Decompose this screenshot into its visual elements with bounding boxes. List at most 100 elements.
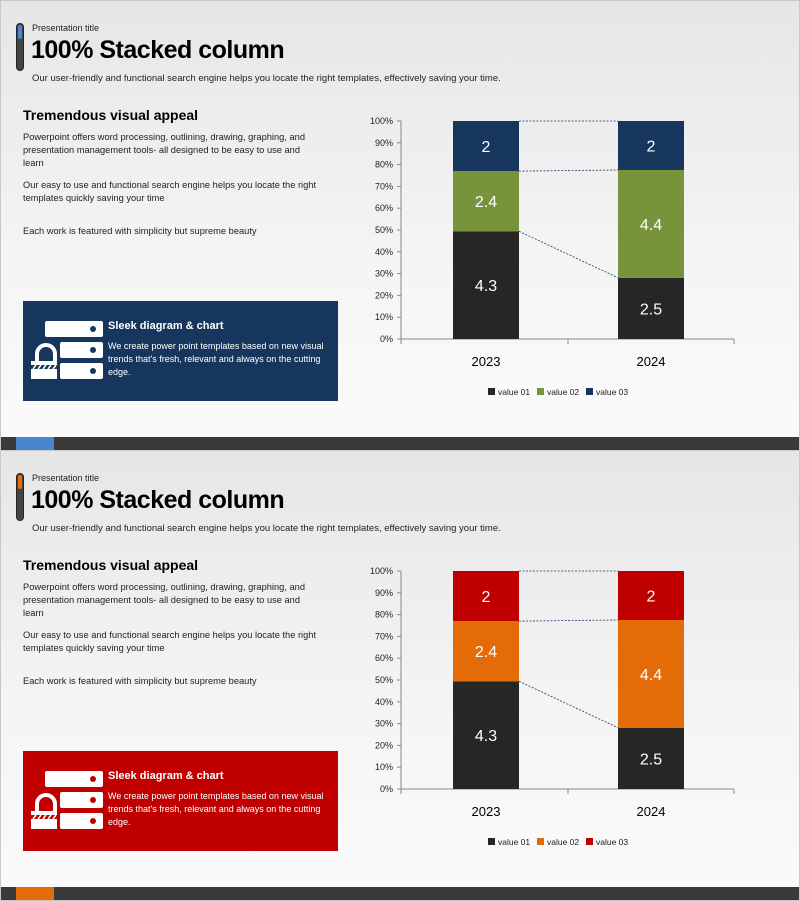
bar-segment — [618, 619, 684, 728]
legend-swatch — [537, 388, 544, 395]
data-label: 2 — [482, 589, 491, 606]
category-label: 2024 — [637, 354, 666, 369]
y-tick-label: 90% — [375, 138, 393, 148]
y-tick-label: 10% — [375, 762, 393, 772]
legend-swatch — [586, 838, 593, 845]
legend-swatch — [586, 388, 593, 395]
y-tick-label: 30% — [375, 269, 393, 279]
callout-box: Sleek diagram & chart We create power poi… — [23, 301, 338, 401]
footer-accent — [16, 437, 54, 450]
bar-segment — [618, 121, 684, 170]
y-tick-label: 10% — [375, 312, 393, 322]
presentation-title: Presentation title — [32, 473, 100, 483]
title-marker-accent — [18, 25, 22, 39]
y-tick-label: 70% — [375, 631, 393, 641]
footer-bar — [1, 437, 799, 450]
stacked-column-chart: 0% 10% 20% 30% 40% 50% 60% 70% 80% 90% 100% 4.3 2.4 2… — [370, 116, 735, 397]
paragraph: Each work is featured with simplicity bu… — [23, 226, 257, 236]
y-tick-label: 100% — [370, 566, 393, 576]
legend-label: value 01 — [498, 387, 530, 397]
paragraph: Powerpoint offers word processing, outli… — [23, 132, 306, 168]
presentation-title: Presentation title — [32, 23, 100, 33]
title-marker — [16, 23, 24, 71]
server-lock-icon — [31, 771, 103, 829]
data-label: 2 — [647, 588, 656, 605]
section-heading: Tremendous visual appeal — [23, 557, 199, 573]
data-label: 2 — [482, 139, 491, 156]
paragraph: Our easy to use and functional search en… — [23, 180, 317, 203]
bar-segment — [453, 171, 519, 232]
y-tick-label: 50% — [375, 675, 393, 685]
data-label: 2.5 — [640, 751, 662, 768]
paragraph: Our easy to use and functional search en… — [23, 630, 317, 653]
footer-accent — [16, 887, 54, 900]
y-tick-label: 70% — [375, 181, 393, 191]
callout-title: Sleek diagram & chart — [108, 770, 224, 782]
legend-label: value 03 — [596, 837, 628, 847]
bar-segment — [453, 681, 519, 789]
bar-segment — [453, 121, 519, 172]
category-label: 2024 — [637, 804, 666, 819]
bar-segment — [453, 571, 519, 622]
bar-segment — [453, 621, 519, 682]
data-label: 2.5 — [640, 301, 662, 318]
legend-swatch — [488, 388, 495, 395]
slide: Presentation title 100% Stacked column Our… — [0, 450, 800, 901]
y-tick-label: 100% — [370, 116, 393, 126]
y-tick-label: 80% — [375, 610, 393, 620]
title-marker-accent — [18, 475, 22, 489]
y-tick-label: 50% — [375, 225, 393, 235]
paragraph: Each work is featured with simplicity bu… — [23, 676, 257, 686]
series-line — [518, 169, 619, 172]
server-lock-icon — [31, 321, 103, 379]
legend-label: value 02 — [547, 387, 579, 397]
data-label: 4.4 — [640, 217, 662, 234]
title-marker — [16, 473, 24, 521]
data-label: 4.3 — [475, 728, 497, 745]
y-tick-label: 40% — [375, 247, 393, 257]
legend-label: value 01 — [498, 837, 530, 847]
y-tick-label: 60% — [375, 653, 393, 663]
legend-swatch — [488, 838, 495, 845]
legend-swatch — [537, 838, 544, 845]
bar-segment — [618, 727, 684, 789]
paragraph: Powerpoint offers word processing, outli… — [23, 582, 306, 618]
footer-bar — [1, 887, 799, 900]
slide-title: 100% Stacked column — [31, 486, 285, 514]
category-label: 2023 — [472, 354, 501, 369]
callout-body: We create power point templates based on… — [108, 791, 324, 827]
callout-title: Sleek diagram & chart — [108, 320, 224, 332]
y-tick-label: 20% — [375, 740, 393, 750]
stacked-column-chart: 0% 10% 20% 30% 40% 50% 60% 70% 80% 90% 100% 4.3 2.4 2… — [370, 566, 735, 847]
slide: Presentation title 100% Stacked column Our… — [0, 0, 800, 451]
series-line — [518, 230, 619, 279]
category-label: 2023 — [472, 804, 501, 819]
bar-segment — [618, 277, 684, 339]
slide-subtitle: Our user-friendly and functional search … — [32, 73, 501, 84]
section-heading: Tremendous visual appeal — [23, 107, 199, 123]
y-tick-label: 40% — [375, 697, 393, 707]
callout-box: Sleek diagram & chart We create power poi… — [23, 751, 338, 851]
callout-body: We create power point templates based on… — [108, 341, 324, 377]
y-tick-label: 60% — [375, 203, 393, 213]
series-line — [518, 680, 619, 729]
data-label: 2 — [647, 138, 656, 155]
y-tick-label: 30% — [375, 719, 393, 729]
slide-subtitle: Our user-friendly and functional search … — [32, 523, 501, 534]
series-line — [518, 619, 619, 622]
y-tick-label: 0% — [380, 784, 393, 794]
slide-title: 100% Stacked column — [31, 36, 285, 64]
legend-label: value 03 — [596, 387, 628, 397]
bar-segment — [618, 169, 684, 278]
y-tick-label: 20% — [375, 290, 393, 300]
y-tick-label: 80% — [375, 160, 393, 170]
data-label: 4.4 — [640, 667, 662, 684]
y-tick-label: 90% — [375, 588, 393, 598]
y-tick-label: 0% — [380, 334, 393, 344]
bar-segment — [618, 571, 684, 620]
legend-label: value 02 — [547, 837, 579, 847]
data-label: 2.4 — [475, 644, 497, 661]
data-label: 4.3 — [475, 278, 497, 295]
bar-segment — [453, 231, 519, 339]
data-label: 2.4 — [475, 194, 497, 211]
